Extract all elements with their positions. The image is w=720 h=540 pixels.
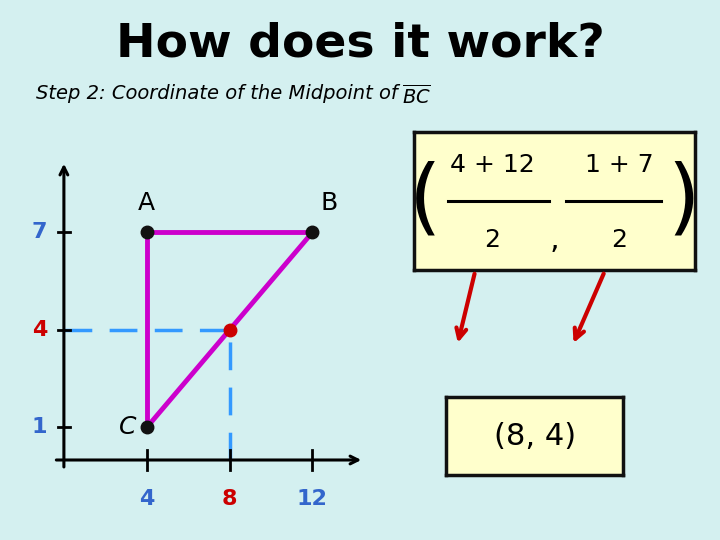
Text: ): ) bbox=[667, 160, 700, 241]
Text: 1: 1 bbox=[32, 417, 48, 437]
Text: 1 + 7: 1 + 7 bbox=[585, 153, 653, 177]
Text: 7: 7 bbox=[32, 222, 48, 242]
Text: 8: 8 bbox=[222, 489, 238, 509]
Text: 2: 2 bbox=[611, 228, 627, 252]
Text: 12: 12 bbox=[297, 489, 328, 509]
Text: How does it work?: How does it work? bbox=[116, 22, 604, 66]
Text: 4: 4 bbox=[32, 320, 48, 340]
Text: C: C bbox=[119, 415, 136, 440]
Text: 4 + 12: 4 + 12 bbox=[450, 153, 535, 177]
Text: (: ( bbox=[409, 160, 441, 241]
Text: 4: 4 bbox=[139, 489, 154, 509]
Text: ,: , bbox=[549, 225, 559, 254]
Text: $\overline{BC}$: $\overline{BC}$ bbox=[402, 84, 431, 107]
Text: (8, 4): (8, 4) bbox=[493, 422, 576, 450]
Text: Step 2: Coordinate of the Midpoint of: Step 2: Coordinate of the Midpoint of bbox=[36, 84, 404, 103]
Text: 2: 2 bbox=[485, 228, 500, 252]
Text: A: A bbox=[138, 191, 156, 214]
Text: B: B bbox=[320, 191, 338, 214]
